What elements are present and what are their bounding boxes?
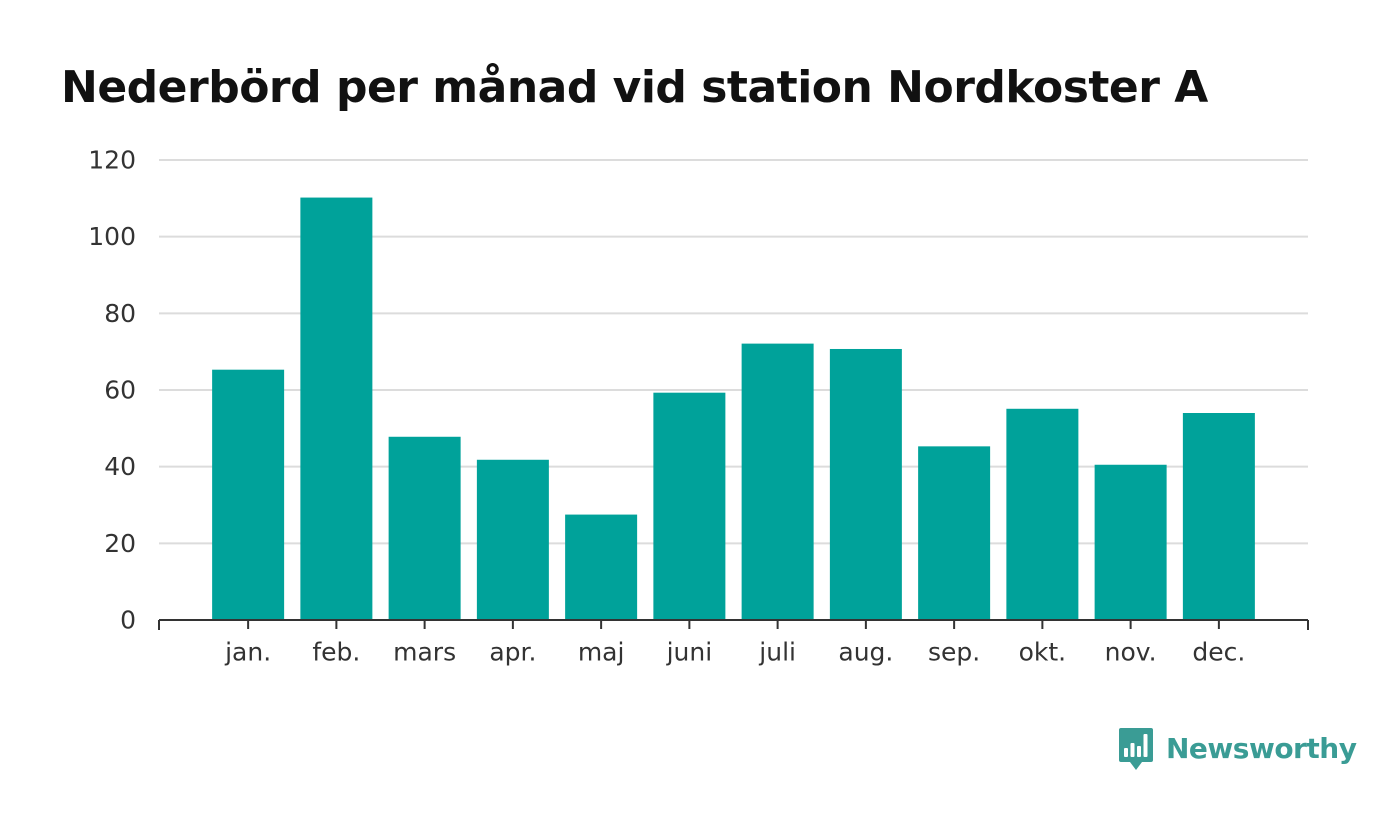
y-tick-label: 60: [104, 376, 136, 405]
bar: [300, 197, 373, 621]
x-tick-label: feb.: [312, 638, 360, 667]
x-tick-label: juli: [758, 638, 796, 667]
bar: [1006, 408, 1079, 620]
y-tick-label: 100: [88, 222, 136, 251]
y-axis-ticks: 0 20 40 60 80 100 120: [88, 146, 136, 635]
newsworthy-brand: Newsworthy: [1118, 726, 1357, 772]
brand-name: Newsworthy: [1166, 732, 1357, 765]
bar: [212, 369, 285, 620]
y-tick-label: 80: [104, 299, 136, 328]
x-axis: [158, 619, 1309, 630]
bar: [1094, 464, 1167, 620]
x-tick-label: mars: [393, 638, 456, 667]
bar: [653, 392, 726, 620]
y-tick-label: 40: [104, 452, 136, 481]
x-tick-label: dec.: [1192, 638, 1245, 667]
x-axis-ticks: jan. feb. mars apr. maj juni juli aug. sep. okt. n…: [224, 620, 1245, 667]
bar: [388, 436, 461, 620]
bar: [918, 446, 991, 620]
bar: [565, 514, 638, 620]
x-tick-label: sep.: [928, 638, 980, 667]
bars: [212, 197, 1255, 621]
x-tick-label: juni: [666, 638, 713, 667]
y-tick-label: 120: [88, 146, 136, 175]
x-tick-label: jan.: [224, 638, 271, 667]
bar: [1182, 413, 1255, 620]
x-tick-label: nov.: [1105, 638, 1157, 667]
bar: [741, 343, 814, 620]
bar: [476, 459, 549, 620]
x-tick-label: okt.: [1019, 638, 1067, 667]
y-tick-label: 0: [120, 606, 136, 635]
chart-title: Nederbörd per månad vid station Nordkost…: [61, 62, 1208, 113]
newsworthy-logo-icon: [1119, 728, 1153, 770]
x-tick-label: apr.: [489, 638, 536, 667]
y-tick-label: 20: [104, 529, 136, 558]
x-tick-label: aug.: [838, 638, 893, 667]
x-tick-label: maj: [578, 638, 625, 667]
bar: [829, 348, 902, 620]
